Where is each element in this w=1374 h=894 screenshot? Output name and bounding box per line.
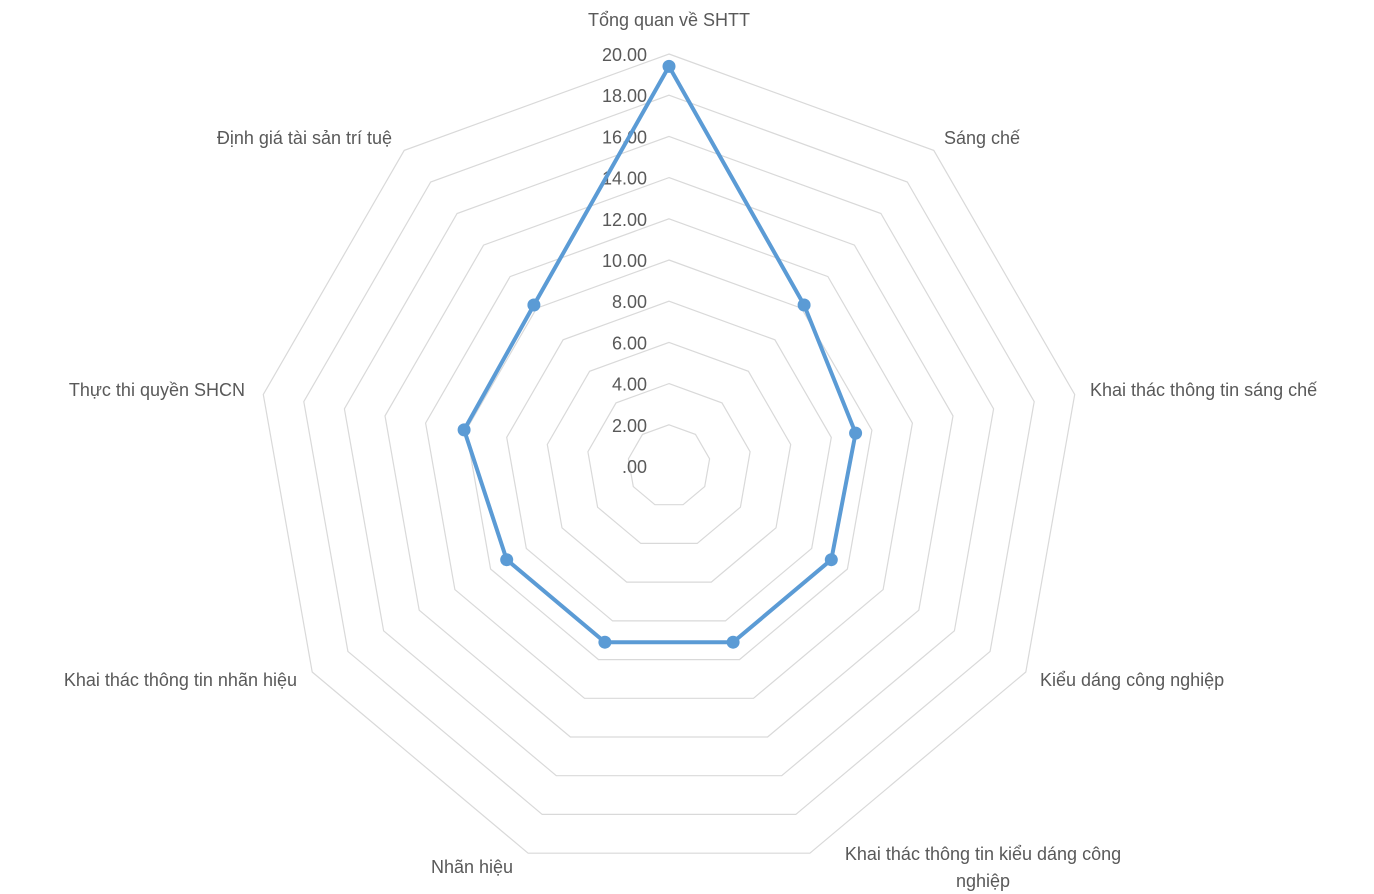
grid-ring <box>587 382 751 545</box>
grid-ring <box>424 218 914 699</box>
category-label: Khai thác thông tin sáng chế <box>1090 380 1317 400</box>
grid-ring <box>384 176 954 738</box>
data-point <box>849 426 863 440</box>
data-point <box>457 423 471 437</box>
tick-label: 4.00 <box>612 375 647 395</box>
radial-axis-ticks: .00 2.00 4.00 6.00 8.00 10.00 12.00 14.00 16.00 1… <box>602 45 647 477</box>
category-label: Khai thác thông tin kiểu dáng công <box>845 844 1121 864</box>
tick-label: 12.00 <box>602 210 647 230</box>
data-point <box>662 59 676 73</box>
category-label: Sáng chế <box>944 128 1020 148</box>
category-label: Định giá tài sản trí tuệ <box>217 128 392 148</box>
tick-label: 2.00 <box>612 416 647 436</box>
category-label: Thực thi quyền SHCN <box>69 380 245 400</box>
grid-ring <box>465 259 873 661</box>
tick-label: 20.00 <box>602 45 647 65</box>
data-point <box>500 553 514 567</box>
series-layer <box>457 59 863 649</box>
grid-ring <box>546 341 792 583</box>
tick-label: 6.00 <box>612 333 647 353</box>
tick-label: 14.00 <box>602 169 647 189</box>
tick-label: 10.00 <box>602 251 647 271</box>
data-point <box>598 635 612 649</box>
grid-ring <box>343 135 995 777</box>
data-point <box>824 553 838 567</box>
grid-ring <box>506 300 832 622</box>
category-label: Khai thác thông tin nhãn hiệu <box>64 670 297 690</box>
category-label: nghiệp <box>956 871 1010 891</box>
radar-grid <box>262 53 1076 854</box>
grid-ring <box>262 53 1076 854</box>
category-label: Kiểu dáng công nghiệp <box>1040 670 1224 690</box>
grid-ring <box>627 424 711 506</box>
data-point <box>797 298 811 312</box>
category-label: Nhãn hiệu <box>431 857 513 877</box>
tick-label: 8.00 <box>612 292 647 312</box>
category-labels: Tổng quan về SHTT Sáng chế Khai thác thông… <box>64 10 1317 891</box>
grid-ring <box>303 94 1035 816</box>
tick-label: 18.00 <box>602 86 647 106</box>
data-point <box>726 635 740 649</box>
data-point <box>527 298 541 312</box>
tick-label: 16.00 <box>602 127 647 147</box>
tick-label: .00 <box>622 457 647 477</box>
category-label: Tổng quan về SHTT <box>588 10 750 30</box>
series-line <box>462 64 858 645</box>
